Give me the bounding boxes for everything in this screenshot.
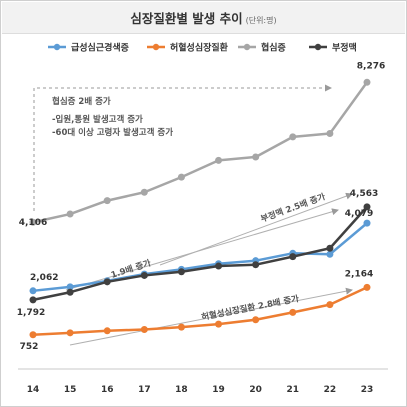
data-point	[289, 133, 297, 141]
data-point	[363, 219, 371, 227]
data-label: 8,276	[357, 61, 385, 71]
data-point	[29, 331, 37, 339]
legend-marker	[53, 43, 61, 51]
data-point	[103, 327, 111, 335]
legend-marker	[152, 43, 160, 51]
data-point	[252, 316, 260, 324]
legend-marker	[243, 43, 251, 51]
x-tick-label: 15	[64, 385, 77, 395]
ischemic-trend-arrow	[69, 287, 353, 346]
data-point	[177, 323, 185, 331]
data-point	[326, 250, 334, 258]
angina-annotation-line: -입원,통원 발생고객 증가	[52, 114, 143, 125]
data-label: 2,062	[30, 273, 58, 283]
series-line	[32, 286, 368, 337]
data-point	[252, 153, 260, 161]
angina-annotation-line: -60대 이상 고령자 발생고객 증가	[52, 127, 173, 138]
x-tick-label: 22	[324, 385, 337, 395]
legend-label: 협심증	[261, 42, 286, 54]
legend-marker	[314, 43, 322, 51]
data-point	[140, 271, 148, 279]
data-point	[177, 268, 185, 276]
data-point	[252, 261, 260, 269]
data-label: 4,079	[345, 209, 373, 219]
series-line	[32, 222, 368, 293]
x-tick-label: 23	[361, 385, 374, 395]
data-point	[29, 218, 37, 226]
x-tick-label: 17	[138, 385, 151, 395]
chart-title-bar: 심장질환별 발생 추이 (단위:명)	[2, 2, 405, 34]
data-point	[363, 78, 371, 86]
ischemic-annotation: 허혈성심장질환 2.8배 증가	[200, 293, 300, 323]
series-line	[32, 81, 369, 224]
x-tick-label: 19	[212, 385, 225, 395]
data-point	[363, 283, 371, 291]
chart-unit: (단위:명)	[245, 16, 277, 25]
series-line	[32, 206, 368, 302]
data-point	[215, 156, 223, 164]
data-label: 4,106	[19, 218, 47, 228]
legend-label: 부정맥	[332, 42, 357, 54]
data-point	[66, 288, 74, 296]
legend-label: 급성심근경색증	[71, 42, 129, 54]
x-tick-label: 16	[101, 385, 114, 395]
data-point	[326, 244, 334, 252]
data-point	[29, 287, 37, 295]
data-point	[103, 278, 111, 286]
data-point	[289, 253, 297, 261]
x-tick-label: 21	[287, 385, 300, 395]
chart-title: 심장질환별 발생 추이	[130, 11, 243, 26]
acute-trend-arrow	[65, 208, 339, 291]
angina-annotation-title: 협심증 2배 증가	[52, 96, 111, 107]
data-point	[215, 320, 223, 328]
data-label: 752	[20, 342, 39, 352]
data-point	[363, 203, 371, 211]
data-point	[29, 296, 37, 304]
arrhythmia-annotation: 부정맥 2.5배 증가	[259, 191, 327, 225]
x-tick-label: 20	[249, 385, 262, 395]
legend-label: 허혈성심장질환	[170, 42, 229, 54]
data-point	[289, 308, 297, 316]
data-point	[66, 283, 74, 291]
data-point	[140, 325, 148, 333]
data-point	[215, 262, 223, 270]
data-point	[326, 130, 334, 137]
data-point	[326, 301, 334, 309]
data-point	[103, 197, 111, 205]
data-point	[177, 173, 185, 181]
data-point	[66, 329, 74, 337]
data-label: 2,164	[345, 269, 373, 279]
x-tick-label: 18	[175, 385, 188, 395]
x-tick-label: 14	[27, 385, 40, 395]
angina-bracket-arrow	[33, 84, 332, 211]
data-point	[66, 210, 74, 218]
data-label: 4,563	[350, 189, 378, 199]
data-point	[140, 188, 148, 196]
data-label: 1,792	[17, 308, 45, 318]
